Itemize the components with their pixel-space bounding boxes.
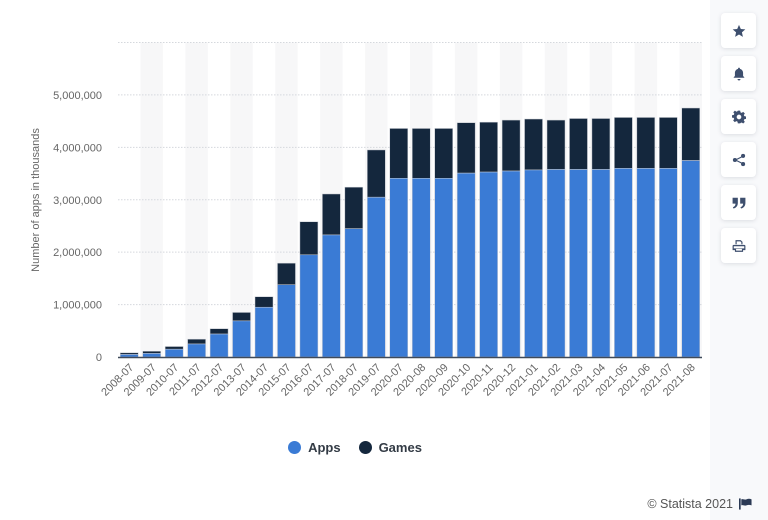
bar-segment-games[interactable] (524, 118, 543, 171)
bar-segment-games[interactable] (389, 128, 409, 179)
bar-segment-games[interactable] (232, 312, 251, 322)
bar-segment-games[interactable] (187, 338, 206, 345)
bar-segment-apps[interactable] (232, 320, 251, 358)
y-tick-label: 4,000,000 (53, 142, 102, 154)
bar-segment-apps[interactable] (344, 228, 364, 358)
cite-button[interactable] (721, 185, 756, 220)
bar-segment-apps[interactable] (142, 353, 161, 358)
bar-segment-apps[interactable] (524, 169, 543, 358)
bar-segment-apps[interactable] (614, 168, 633, 358)
bar-segment-games[interactable] (479, 121, 498, 173)
x-axis-tick-labels: 2008-072009-072010-072011-072012-072013-… (99, 362, 698, 399)
bar-segment-apps[interactable] (479, 171, 498, 358)
star-icon (732, 24, 745, 37)
bar-segment-games[interactable] (614, 117, 633, 169)
bar-segment-apps[interactable] (659, 168, 678, 358)
bar-segment-games[interactable] (254, 296, 274, 308)
games-swatch-icon (358, 441, 372, 454)
bar-segment-games[interactable] (299, 221, 319, 256)
legend-item-apps[interactable]: Apps (288, 440, 341, 455)
legend: Apps Games (0, 440, 710, 455)
bar-segment-apps[interactable] (277, 284, 296, 358)
bar-segment-games[interactable] (434, 128, 453, 179)
favorite-button[interactable] (721, 13, 756, 48)
bar-segment-apps[interactable] (322, 234, 341, 358)
bar-segment-apps[interactable] (367, 196, 386, 358)
y-tick-label: 2,000,000 (53, 247, 102, 259)
legend-label: Games (378, 440, 422, 455)
y-tick-label: 0 (96, 352, 102, 364)
bar-segment-apps[interactable] (411, 178, 431, 358)
bar-segment-games[interactable] (367, 149, 386, 198)
bar-segment-apps[interactable] (164, 348, 184, 358)
quote-icon (732, 197, 745, 209)
bar-segment-apps[interactable] (434, 178, 453, 358)
bars[interactable] (119, 107, 701, 358)
bar-segment-apps[interactable] (187, 343, 206, 358)
bar-segment-games[interactable] (456, 122, 476, 174)
bar-segment-games[interactable] (501, 119, 521, 172)
bar-segment-apps[interactable] (546, 169, 566, 358)
share-icon (732, 153, 745, 166)
legend-label: Apps (308, 440, 341, 455)
print-icon (732, 239, 745, 252)
bar-segment-apps[interactable] (501, 170, 521, 358)
bar-segment-games[interactable] (659, 117, 678, 169)
bar-segment-games[interactable] (591, 118, 611, 170)
bell-icon (732, 67, 745, 80)
bar-segment-apps[interactable] (254, 306, 274, 358)
bar-segment-games[interactable] (546, 119, 566, 170)
gear-icon (731, 110, 746, 124)
legend-item-games[interactable]: Games (358, 440, 422, 455)
print-button[interactable] (721, 228, 756, 263)
bar-segment-apps[interactable] (636, 168, 656, 358)
bar-segment-games[interactable] (322, 193, 341, 236)
copyright-text: © Statista 2021 (647, 497, 733, 511)
bar-segment-apps[interactable] (389, 178, 409, 358)
bar-segment-apps[interactable] (569, 169, 588, 358)
bar-segment-games[interactable] (119, 352, 139, 355)
bar-segment-games[interactable] (277, 262, 296, 285)
y-tick-label: 3,000,000 (53, 195, 102, 207)
bar-segment-games[interactable] (164, 346, 184, 350)
settings-button[interactable] (721, 99, 756, 134)
bar-segment-apps[interactable] (119, 354, 139, 358)
bar-segment-games[interactable] (209, 328, 229, 335)
stacked-bar-chart: 0 1,000,000 2,000,000 3,000,000 4,000,000 5,0… (30, 42, 702, 399)
bar-segment-apps[interactable] (299, 254, 319, 358)
bar-segment-apps[interactable] (591, 169, 611, 358)
bar-segment-games[interactable] (569, 118, 588, 170)
y-axis-title: Number of apps in thousands (30, 128, 42, 272)
bar-segment-games[interactable] (142, 350, 161, 354)
y-tick-label: 1,000,000 (53, 300, 102, 312)
flag-icon[interactable] (739, 498, 752, 510)
apps-swatch-icon (288, 441, 302, 454)
bar-segment-games[interactable] (681, 107, 701, 161)
share-button[interactable] (721, 142, 756, 177)
chart-toolbar (710, 0, 768, 520)
bar-segment-games[interactable] (636, 117, 656, 169)
y-tick-label: 5,000,000 (53, 90, 102, 102)
statista-credit[interactable]: © Statista 2021 (647, 497, 752, 511)
y-axis-tick-labels: 0 1,000,000 2,000,000 3,000,000 4,000,000 5,0… (53, 90, 102, 364)
bar-segment-games[interactable] (344, 186, 364, 229)
bar-segment-apps[interactable] (681, 160, 701, 358)
bar-segment-games[interactable] (411, 128, 431, 179)
bar-segment-apps[interactable] (209, 333, 229, 358)
notification-button[interactable] (721, 56, 756, 91)
bar-segment-apps[interactable] (456, 172, 476, 358)
